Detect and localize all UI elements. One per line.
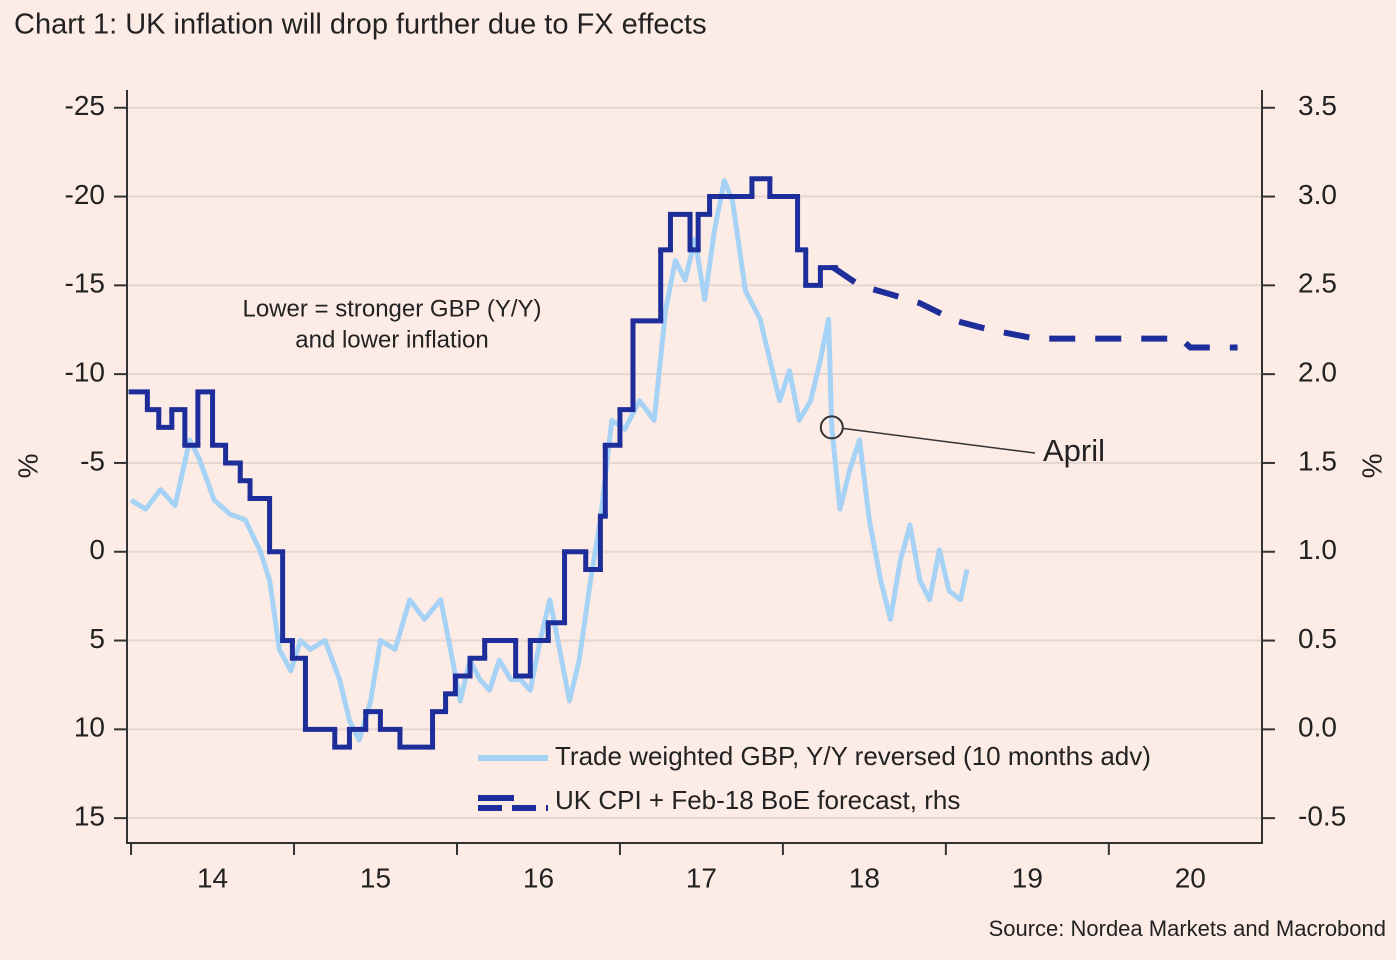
y2-tick-label: 3.5 [1298,90,1337,121]
axis-frame [126,90,1263,844]
x-tick-label: 14 [197,862,228,893]
y2-tick-label: 3.0 [1298,179,1337,210]
y-tick-label: -20 [65,179,105,210]
annotation: April [1043,433,1105,468]
forecast-line [831,265,1238,351]
y2-tick-label: 2.5 [1298,268,1337,299]
source-note: Source: Nordea Markets and Macrobond [989,916,1386,941]
y2-tick-label: 1.5 [1298,445,1337,476]
y2-axis-label: % [1357,454,1388,479]
y-tick-label: -15 [65,268,105,299]
x-tick-label: 19 [1012,862,1043,893]
y-tick-label: -10 [65,357,105,388]
annotation-leader [842,427,1036,454]
annotation: and lower inflation [295,326,488,353]
y-tick-label: -25 [65,90,105,121]
y2-tick-label: -0.5 [1298,801,1346,832]
legend-label: UK CPI + Feb-18 BoE forecast, rhs [555,785,960,815]
x-tick-label: 17 [686,862,717,893]
y-tick-label: 0 [89,534,105,565]
y2-tick-label: 0.5 [1298,623,1337,654]
annotation: Lower = stronger GBP (Y/Y) [242,295,541,322]
y-tick-label: -5 [80,445,105,476]
y-axis-label: % [13,454,44,479]
y2-tick-label: 1.0 [1298,534,1337,565]
chart-title: Chart 1: UK inflation will drop further … [14,9,707,41]
y-tick-label: 10 [74,712,105,743]
x-tick-label: 16 [523,862,554,893]
annotation-marker [819,415,844,440]
series-line [129,178,970,743]
y2-tick-label: 2.0 [1298,357,1337,388]
y2-tick-label: 0.0 [1298,712,1337,743]
y-tick-label: 15 [74,801,105,832]
y-tick-label: 5 [89,623,105,654]
x-tick-label: 18 [849,862,880,893]
legend-label: Trade weighted GBP, Y/Y reversed (10 mon… [555,741,1151,771]
x-tick-label: 20 [1175,862,1206,893]
x-tick-label: 15 [360,862,391,893]
